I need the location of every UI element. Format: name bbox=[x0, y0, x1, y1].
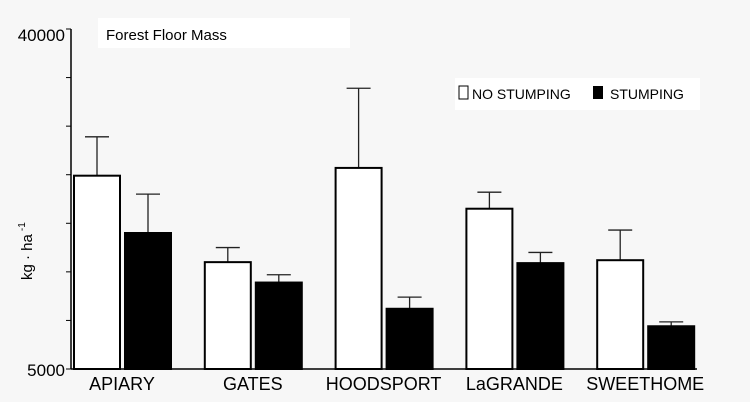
x-tick-label: HOODSPORT bbox=[326, 374, 442, 394]
bar-no-stumping-hoodsport bbox=[334, 166, 383, 370]
legend-swatch-no-stumping bbox=[458, 85, 469, 100]
legend-background bbox=[455, 78, 700, 110]
x-tick-label: SWEETHOME bbox=[586, 374, 704, 394]
y-axis-label: kg · ha-1 bbox=[17, 222, 36, 280]
y-tick-label-bottom: 5000 bbox=[27, 361, 65, 380]
bar-no-stumping-gates bbox=[203, 261, 252, 370]
bar-stumping-hoodsport bbox=[385, 307, 434, 370]
chart-title: Forest Floor Mass bbox=[106, 27, 227, 44]
bar-no-stumping-sweethome bbox=[596, 259, 645, 371]
bar-no-stumping-lagrande bbox=[465, 207, 514, 370]
bar-stumping-apiary bbox=[124, 232, 172, 370]
bar-no-stumping-apiary bbox=[73, 174, 121, 370]
legend-label-no-stumping: NO STUMPING bbox=[472, 86, 571, 102]
legend-swatch-stumping bbox=[593, 86, 603, 99]
x-tick-label: LaGRANDE bbox=[466, 374, 563, 394]
legend-label-stumping: STUMPING bbox=[610, 86, 684, 102]
x-tick-label: APIARY bbox=[89, 374, 155, 394]
bar-stumping-lagrande bbox=[516, 262, 565, 370]
title-background bbox=[98, 18, 350, 48]
bar-stumping-sweethome bbox=[647, 325, 696, 370]
y-tick-label-top: 40000 bbox=[18, 26, 65, 45]
x-tick-label: GATES bbox=[223, 374, 283, 394]
bar-stumping-gates bbox=[254, 281, 303, 370]
legend: NO STUMPING STUMPING bbox=[455, 78, 700, 110]
